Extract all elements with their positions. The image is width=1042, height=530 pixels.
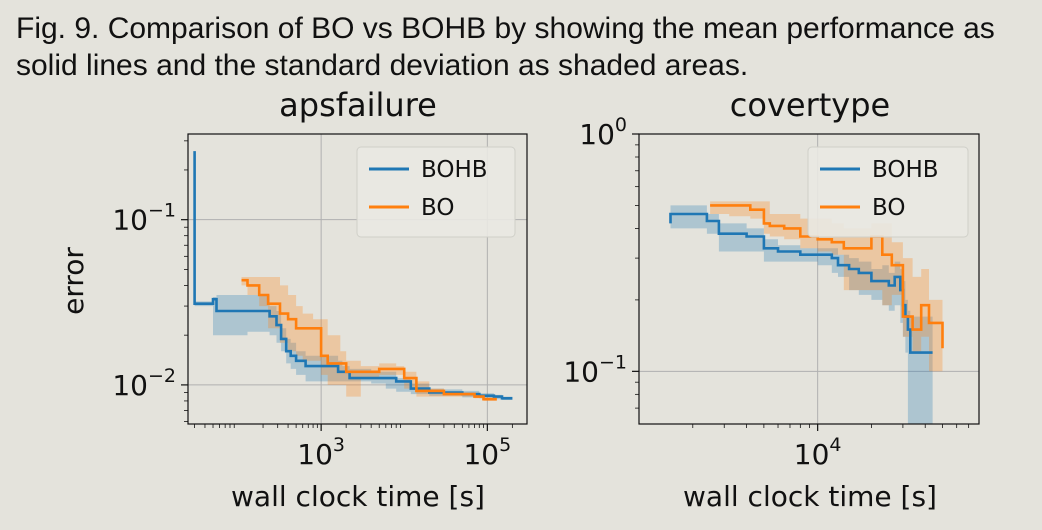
std-band-bo	[241, 277, 497, 401]
series-line-bo	[241, 278, 497, 401]
y-tick-exponent: −2	[148, 365, 176, 387]
x-tick-exponent: 3	[333, 434, 345, 456]
y-tick-exponent: −1	[148, 200, 176, 222]
plot-area-apsfailure: 103 105 10−2 10−1 BOHB BO	[112, 133, 528, 471]
axes-frame	[187, 133, 528, 425]
y-tick-label: 100	[579, 114, 627, 151]
x-tick-exponent: 5	[499, 434, 511, 456]
y-tick-label: 10−1	[563, 351, 627, 388]
x-axis-label-apsfailure: wall clock time [s]	[231, 480, 485, 513]
x-tick-label: 104	[794, 434, 842, 471]
y-axis-label: error	[57, 247, 90, 315]
y-tick-exponent: 0	[615, 114, 627, 136]
x-tick-exponent: 4	[829, 434, 841, 456]
chart-title-apsfailure: apsfailure	[279, 86, 437, 124]
legend-label-bohb: BOHB	[421, 157, 488, 183]
std-band-bohb	[670, 205, 933, 424]
x-axis-label-covertype: wall clock time [s]	[683, 480, 937, 513]
chart-title-covertype: covertype	[730, 86, 890, 124]
figure-caption: Fig. 9. Comparison of BO vs BOHB by show…	[16, 12, 995, 82]
axes-frame	[638, 133, 980, 425]
x-tick-label: 103	[297, 434, 345, 471]
y-tick-label: 10−2	[112, 365, 176, 402]
legend-label-bo: BO	[421, 195, 454, 221]
legend-label-bohb: BOHB	[872, 157, 939, 183]
x-tick-label: 105	[463, 434, 511, 471]
y-tick-label: 10−1	[112, 200, 176, 237]
series-line-bo	[710, 204, 944, 349]
std-band-bo	[710, 201, 943, 372]
plot-area-covertype: 104 10−1 100 BOHB BO	[563, 114, 980, 471]
legend-label-bo: BO	[872, 195, 905, 221]
y-tick-exponent: −1	[599, 351, 627, 373]
